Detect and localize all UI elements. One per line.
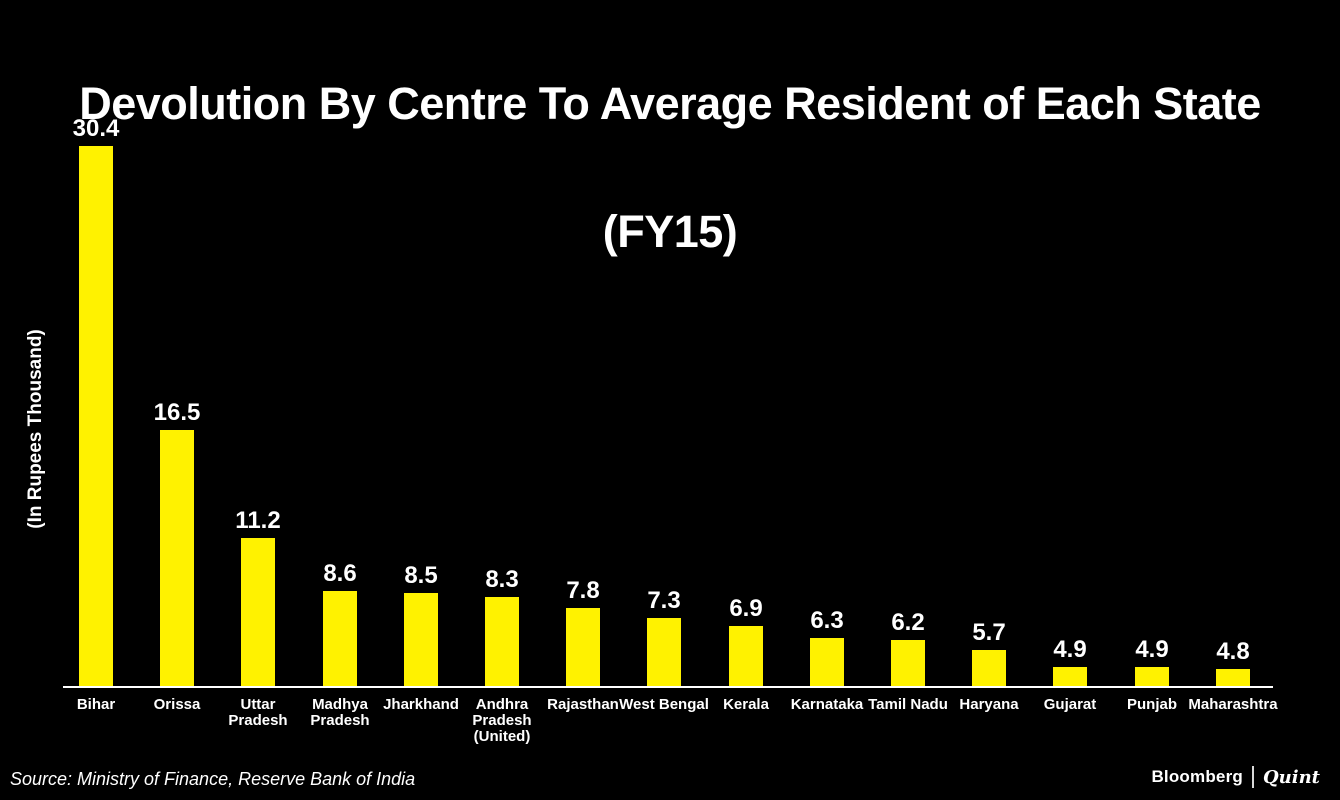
category-label-punjab: Punjab [1126,696,1177,713]
value-label-haryana: 5.7 [972,619,1006,646]
value-label-orissa: 16.5 [153,399,201,426]
bar-madhya-pradesh [323,591,357,686]
bar-bihar [79,146,113,686]
bar-rajasthan [566,608,600,686]
category-label-uttar-pradesh: Uttar Pradesh [228,696,288,729]
category-label-jharkhand: Jharkhand [383,696,459,713]
brand-logo: Bloomberg Quint [1151,766,1320,788]
bar-gujarat [1053,667,1087,686]
bar-kerala [729,626,763,686]
value-label-maharashtra: 4.8 [1216,638,1250,665]
brand-separator [1251,766,1254,788]
bar-orissa [160,430,194,686]
category-label-madhya-pradesh: Madhya Pradesh [310,696,370,729]
value-label-rajasthan: 7.8 [566,577,600,604]
category-label-gujarat: Gujarat [1043,696,1097,713]
value-label-madhya-pradesh: 8.6 [323,560,357,587]
chart-title: Devolution By Centre To Average Resident… [0,8,1340,264]
chart-title-line1: Devolution By Centre To Average Resident… [79,78,1261,129]
category-label-orissa: Orissa [153,696,201,713]
category-label-bihar: Bihar [76,696,116,713]
category-label-rajasthan: Rajasthan [547,696,619,713]
bar-tamil-nadu [891,640,925,686]
bar-west-bengal [647,618,681,686]
chart-title-line2: (FY15) [602,206,738,257]
category-label-west-bengal: West Bengal [619,696,709,713]
value-label-punjab: 4.9 [1135,636,1169,663]
bar-uttar-pradesh [241,538,275,686]
value-label-gujarat: 4.9 [1053,636,1087,663]
value-label-kerala: 6.9 [729,595,763,622]
category-label-maharashtra: Maharashtra [1188,696,1278,713]
value-label-uttar-pradesh: 11.2 [235,507,281,534]
bar-punjab [1135,667,1169,686]
category-label-tamil-nadu: Tamil Nadu [868,696,948,713]
y-axis-label: (In Rupees Thousand) [25,329,46,529]
bloomberg-logo: Bloomberg [1151,767,1243,786]
value-label-tamil-nadu: 6.2 [891,609,925,636]
bar-maharashtra [1216,669,1250,686]
value-label-andhra-pradesh-united: 8.3 [485,566,519,593]
value-label-jharkhand: 8.5 [404,562,438,589]
category-label-kerala: Kerala [723,696,769,713]
value-label-west-bengal: 7.3 [647,587,681,614]
bar-andhra-pradesh-united [485,597,519,686]
x-axis-line [63,686,1273,688]
category-label-karnataka: Karnataka [790,696,864,713]
category-label-andhra-pradesh-united: Andhra Pradesh (United) [472,696,532,745]
bar-karnataka [810,638,844,686]
value-label-bihar: 30.4 [72,115,120,142]
source-note: Source: Ministry of Finance, Reserve Ban… [10,769,416,789]
bar-jharkhand [404,593,438,686]
quint-logo: Quint [1262,766,1320,788]
bar-haryana [972,650,1006,686]
category-label-haryana: Haryana [959,696,1019,713]
value-label-karnataka: 6.3 [810,607,844,634]
